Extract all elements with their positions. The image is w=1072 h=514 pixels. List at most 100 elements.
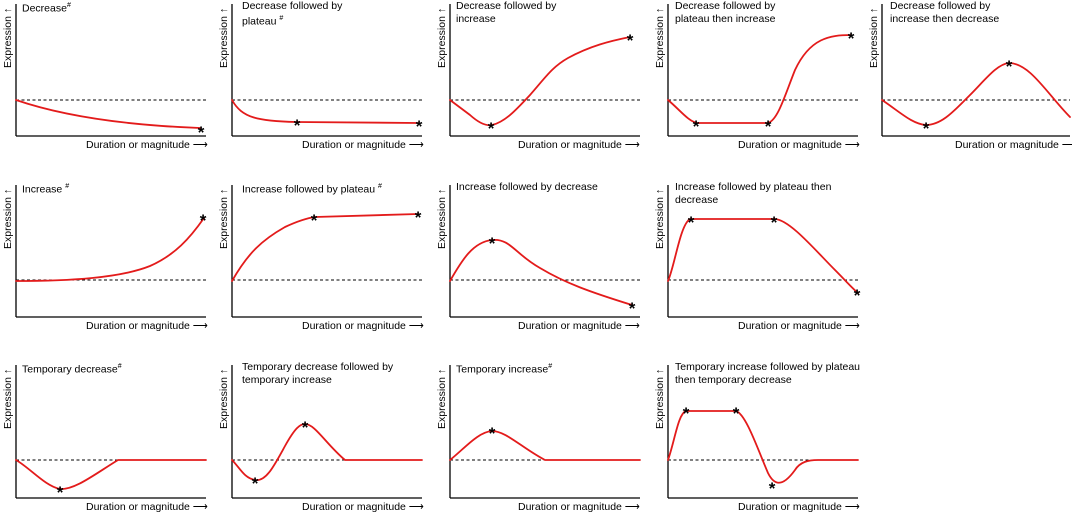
y-axis-label: Expression ↑ xyxy=(654,188,666,249)
x-axis-label: Duration or magnitude ⟶ xyxy=(518,139,640,151)
asterisk-marker: * xyxy=(489,424,496,443)
panel-title-text: Temporary increase followed by plateau t… xyxy=(675,361,861,386)
expression-curve xyxy=(449,239,633,306)
panel-title-text: Temporary decrease followed by temporary… xyxy=(242,361,394,386)
asterisk-marker: * xyxy=(489,234,496,253)
panel-title-text: Temporary decrease xyxy=(22,363,118,376)
panel-title: Increase followed by decrease xyxy=(456,181,598,194)
y-axis-label: Expression ↑ xyxy=(436,188,448,249)
expression-curve xyxy=(667,34,852,124)
panel-title-text: Decrease followed by increase xyxy=(456,0,557,25)
y-axis-label: Expression ↑ xyxy=(654,368,666,429)
asterisk-marker: * xyxy=(198,123,205,142)
panel-title: Increase # xyxy=(22,181,69,196)
expression-curve xyxy=(449,430,641,461)
panel-title-text: Decrease xyxy=(22,2,67,15)
x-axis-label: Duration or magnitude ⟶ xyxy=(86,320,208,332)
expression-curve xyxy=(231,99,419,124)
panel-title-text: Increase followed by plateau then decrea… xyxy=(675,181,832,206)
asterisk-marker: * xyxy=(629,299,636,318)
panel-p6: * xyxy=(15,185,207,318)
hash-mark: # xyxy=(279,14,284,22)
panel-title-text: Decrease followed by increase then decre… xyxy=(890,0,1000,25)
panel-p1: * xyxy=(15,4,206,142)
asterisk-marker: * xyxy=(688,213,695,232)
expression-curve xyxy=(231,213,419,282)
x-axis-label: Duration or magnitude ⟶ xyxy=(86,139,208,151)
asterisk-marker: * xyxy=(57,483,64,502)
x-axis-label: Duration or magnitude ⟶ xyxy=(738,501,860,513)
x-axis-label: Duration or magnitude ⟶ xyxy=(518,320,640,332)
panel-p12: * xyxy=(449,365,641,499)
asterisk-marker: * xyxy=(200,211,207,230)
asterisk-marker: * xyxy=(848,29,855,48)
panel-title: Decrease followed by plateau then increa… xyxy=(675,0,775,25)
asterisk-marker: * xyxy=(415,208,422,227)
y-axis-label: Expression ↑ xyxy=(2,368,14,429)
panel-title: Increase followed by plateau # xyxy=(242,181,382,196)
asterisk-marker: * xyxy=(923,119,930,138)
panel-title-text: Increase xyxy=(22,183,66,196)
y-axis-label: Expression ↑ xyxy=(2,7,14,68)
y-axis-label: Expression ↑ xyxy=(218,7,230,68)
asterisk-marker: * xyxy=(771,213,778,232)
y-axis-label: Expression ↑ xyxy=(436,368,448,429)
panel-title-text: Temporary increase xyxy=(456,363,549,376)
y-axis-label: Expression ↑ xyxy=(436,7,448,68)
panel-p2: * * xyxy=(231,4,423,137)
y-axis-label: Expression ↑ xyxy=(868,7,880,68)
hash-mark: # xyxy=(65,183,70,190)
panel-title-text: Decrease followed by plateau then increa… xyxy=(675,0,776,25)
asterisk-marker: * xyxy=(733,404,740,423)
expression-curve xyxy=(667,410,859,484)
expression-curve xyxy=(449,36,631,127)
asterisk-marker: * xyxy=(311,211,318,230)
x-axis-label: Duration or magnitude ⟶ xyxy=(302,139,424,151)
expression-curve xyxy=(881,62,1071,126)
hash-mark: # xyxy=(117,363,122,370)
asterisk-marker: * xyxy=(302,418,309,437)
asterisk-marker: * xyxy=(416,117,423,136)
panel-title: Temporary decrease# xyxy=(22,361,122,376)
panel-p10: * xyxy=(15,365,207,502)
panel-p3: ** xyxy=(449,4,640,138)
asterisk-marker: * xyxy=(765,117,772,136)
panel-p5: ** xyxy=(881,4,1071,138)
y-axis-label: Expression ↑ xyxy=(218,368,230,429)
expression-curve xyxy=(15,99,201,129)
x-axis-label: Duration or magnitude ⟶ xyxy=(738,139,860,151)
hash-mark: # xyxy=(66,2,71,9)
asterisk-marker: * xyxy=(854,286,861,305)
y-axis-label: Expression ↑ xyxy=(2,188,14,249)
asterisk-marker: * xyxy=(683,404,690,423)
panel-title: Decrease followed by increase then decre… xyxy=(890,0,999,25)
asterisk-marker: * xyxy=(769,479,776,498)
hash-mark: # xyxy=(548,363,553,370)
x-axis-label: Duration or magnitude ⟶ xyxy=(955,139,1072,151)
panel-p4: * * * xyxy=(667,4,858,137)
asterisk-marker: * xyxy=(294,116,301,135)
x-axis-label: Duration or magnitude ⟶ xyxy=(302,501,424,513)
asterisk-marker: * xyxy=(1006,57,1013,76)
expression-curve xyxy=(231,423,423,481)
x-axis-label: Duration or magnitude ⟶ xyxy=(86,501,208,513)
y-axis-label: Expression ↑ xyxy=(654,7,666,68)
panel-title-text: Increase followed by decrease xyxy=(456,181,598,193)
y-axis-label: Expression ↑ xyxy=(218,188,230,249)
panel-title: Increase followed by plateau then decrea… xyxy=(675,181,831,206)
panel-title: Decrease followed by increase xyxy=(456,0,556,25)
panel-p13: * * * xyxy=(667,365,859,499)
asterisk-marker: * xyxy=(693,117,700,136)
panel-title: Temporary decrease followed by temporary… xyxy=(242,361,393,386)
hash-mark: # xyxy=(378,183,382,190)
expression-curve xyxy=(667,218,859,294)
asterisk-marker: * xyxy=(627,31,634,50)
panel-title: Decrease# xyxy=(22,0,71,15)
panel-p8: ** xyxy=(449,185,640,318)
x-axis-label: Duration or magnitude ⟶ xyxy=(518,501,640,513)
asterisk-marker: * xyxy=(488,119,495,138)
panel-title: Temporary increase# xyxy=(456,361,552,376)
panel-title: Temporary increase followed by plateau t… xyxy=(675,361,860,386)
